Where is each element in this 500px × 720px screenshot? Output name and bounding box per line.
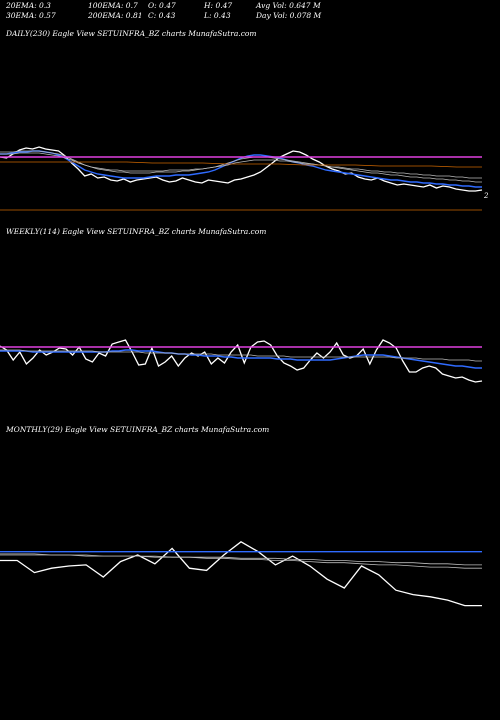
weekly-panel-title: WEEKLY(114) Eagle View SETUINFRA_BZ char… bbox=[6, 227, 267, 236]
end-label: 2 bbox=[483, 192, 489, 200]
day-vol-value: Day Vol: 0.078 M bbox=[256, 11, 322, 20]
close-value: C: 0.43 bbox=[148, 11, 176, 20]
panel-2 bbox=[0, 541, 482, 607]
ema200-value: 200EMA: 0.81 bbox=[88, 11, 143, 20]
series-ema_gray-2 bbox=[0, 150, 482, 183]
series-price-0 bbox=[0, 146, 483, 192]
ema30-value: 30EMA: 0.57 bbox=[6, 11, 56, 20]
series-ema_gray-3 bbox=[0, 152, 482, 179]
daily-panel-title: DAILY(230) Eagle View SETUINFRA_BZ chart… bbox=[6, 29, 257, 38]
ema100-value: 100EMA: 0.7 bbox=[88, 1, 138, 10]
low-value: L: 0.43 bbox=[204, 11, 231, 20]
panel-1 bbox=[0, 339, 483, 383]
avg-vol-value: Avg Vol: 0.647 M bbox=[256, 1, 321, 10]
ema20-value: 20EMA: 0.3 bbox=[6, 1, 51, 10]
high-value: H: 0.47 bbox=[204, 1, 233, 10]
series-price-0 bbox=[0, 339, 483, 383]
series-ema_blue-1 bbox=[0, 150, 482, 188]
panel-0: 2 bbox=[0, 146, 489, 211]
monthly-panel-title: MONTHLY(29) Eagle View SETUINFRA_BZ char… bbox=[6, 425, 270, 434]
series-ema_gray-2 bbox=[0, 349, 482, 362]
series-ema_gray-2 bbox=[0, 553, 482, 569]
series-ema_gray-3 bbox=[0, 554, 482, 566]
series-level2-5 bbox=[0, 161, 482, 168]
series-price-0 bbox=[0, 541, 482, 607]
open-value: O: 0.47 bbox=[148, 1, 176, 10]
